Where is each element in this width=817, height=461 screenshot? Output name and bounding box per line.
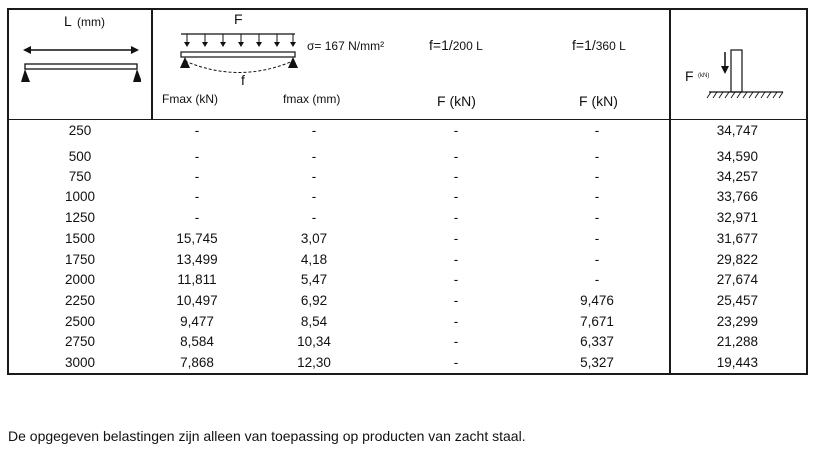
table-cell: 250: [68, 123, 92, 138]
table-cell: 25,457: [716, 293, 758, 308]
col-divider-5: [669, 10, 671, 373]
table-cell: 12,30: [297, 355, 331, 370]
footnote: De opgegeven belastingen zijn alleen van…: [8, 428, 526, 444]
table-cell: 34,257: [716, 169, 758, 184]
table-cell: 34,747: [716, 123, 758, 138]
table-cell: -: [453, 334, 459, 349]
table-cell: 1000: [64, 189, 96, 204]
table-cell: 1250: [64, 210, 96, 225]
table-cell: 2000: [64, 272, 96, 287]
length-label: L: [64, 13, 72, 29]
table-cell: 33,766: [716, 189, 758, 204]
table-cell: -: [453, 231, 459, 246]
table-cell: 9,476: [580, 293, 614, 308]
table-cell: 21,288: [716, 334, 758, 349]
table-cell: -: [453, 123, 459, 138]
table-cell: -: [311, 149, 317, 164]
table-cell: 6,92: [300, 293, 328, 308]
table-cell: 3000: [64, 355, 96, 370]
table-cell: 11,811: [177, 272, 217, 287]
table-cell: 6,337: [580, 334, 614, 349]
table-cell: -: [194, 210, 200, 225]
table-cell: 8,54: [300, 314, 328, 329]
table-cell: 10,34: [297, 334, 331, 349]
table-cell: 2500: [64, 314, 96, 329]
table-cell: -: [453, 355, 459, 370]
table-cell: 19,443: [716, 355, 758, 370]
load-table: L (mm) F: [7, 8, 808, 375]
buckling-force-label: F: [685, 68, 694, 84]
table-cell: 7,868: [180, 355, 214, 370]
table-cell: -: [311, 189, 317, 204]
formula-200: f=1/200 L: [429, 37, 483, 53]
deflection-label: f: [241, 72, 245, 88]
length-unit: (mm): [77, 15, 105, 29]
table-cell: -: [453, 189, 459, 204]
table-cell: -: [453, 210, 459, 225]
table-cell: 15,745: [176, 231, 218, 246]
table-cell: -: [594, 210, 600, 225]
table-cell: 2250: [64, 293, 96, 308]
table-cell: -: [594, 169, 600, 184]
table-cell: -: [594, 252, 600, 267]
table-cell: -: [453, 314, 459, 329]
table-cell: 500: [68, 149, 92, 164]
table-cell: 750: [68, 169, 92, 184]
col-divider-1: [151, 10, 153, 119]
table-cell: 29,822: [716, 252, 758, 267]
table-cell: 31,677: [716, 231, 758, 246]
table-cell: 1500: [64, 231, 96, 246]
table-cell: -: [194, 149, 200, 164]
stress-value: σ= 167 N/mm²: [307, 39, 385, 53]
table-cell: 13,499: [176, 252, 218, 267]
table-cell: 8,584: [180, 334, 214, 349]
table-cell: -: [453, 149, 459, 164]
table-cell: 3,07: [300, 231, 328, 246]
table-cell: -: [311, 169, 317, 184]
table-cell: 5,47: [300, 272, 328, 287]
column-buckling-icon: [706, 49, 784, 99]
table-cell: -: [311, 123, 317, 138]
fmax-mm-header: fmax (mm): [283, 92, 341, 106]
table-cell: 4,18: [300, 252, 328, 267]
table-cell: 32,971: [716, 210, 758, 225]
simple-beam-icon: [21, 46, 141, 82]
table-cell: 9,477: [180, 314, 214, 329]
table-cell: -: [311, 210, 317, 225]
force-label: F: [234, 11, 243, 27]
fmax-kn-header: Fmax (kN): [162, 92, 218, 106]
table-cell: -: [453, 252, 459, 267]
table-cell: -: [594, 123, 600, 138]
table-cell: 23,299: [716, 314, 758, 329]
table-cell: -: [194, 189, 200, 204]
table-cell: -: [594, 231, 600, 246]
table-cell: -: [594, 272, 600, 287]
table-cell: 2750: [64, 334, 96, 349]
table-cell: 1750: [64, 252, 96, 267]
table-cell: 7,671: [580, 314, 614, 329]
f-kn-header-200: F (kN): [437, 93, 476, 109]
table-cell: 5,327: [580, 355, 614, 370]
table-cell: -: [594, 149, 600, 164]
table-cell: 34,590: [716, 149, 758, 164]
buckling-force-unit: (kN): [698, 73, 710, 79]
table-cell: 10,497: [176, 293, 218, 308]
table-cell: -: [194, 169, 200, 184]
table-cell: 27,674: [716, 272, 758, 287]
table-header: L (mm) F: [9, 10, 806, 120]
loaded-beam-icon: [180, 33, 298, 73]
table-cell: -: [453, 272, 459, 287]
f-kn-header-360: F (kN): [579, 93, 618, 109]
table-cell: -: [453, 169, 459, 184]
formula-360: f=1/360 L: [572, 37, 626, 53]
table-cell: -: [194, 123, 200, 138]
table-cell: -: [453, 293, 459, 308]
table-cell: -: [594, 189, 600, 204]
